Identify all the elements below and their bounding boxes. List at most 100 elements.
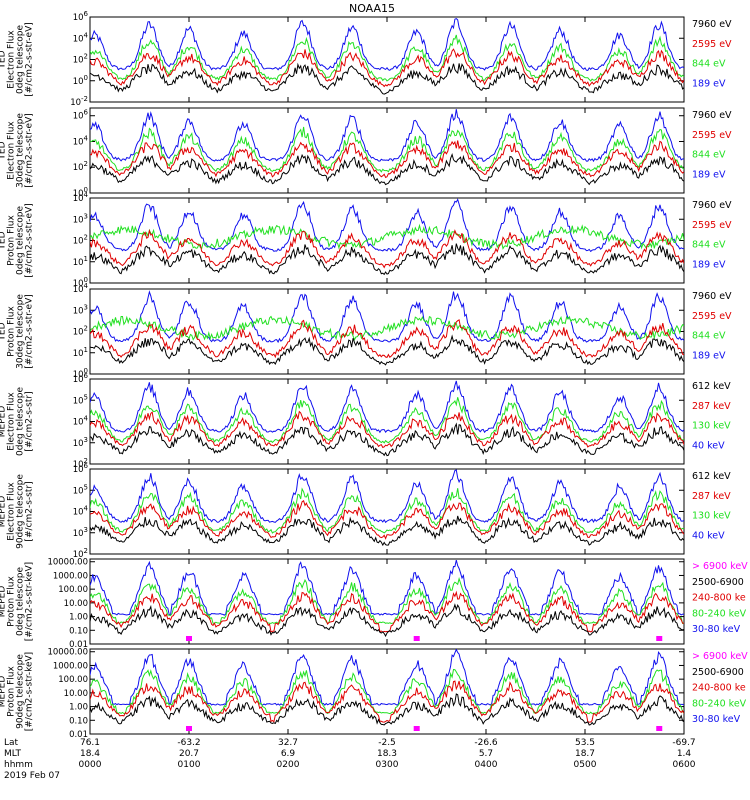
y-tick-label: 100 — [73, 276, 88, 289]
y-tick-label: 0.10 — [69, 626, 88, 636]
y-tick-label: 0.01 — [69, 730, 88, 740]
x-tick-label: 0500 — [574, 760, 597, 770]
y-axis-label: TEDElectron Flux0deg telescope[#/cm2-s-s… — [0, 22, 35, 97]
x-tick-label: 0000 — [79, 760, 102, 770]
series-line — [90, 680, 684, 723]
series-line — [90, 109, 684, 163]
legend-entry: 2595 eV — [692, 220, 732, 231]
series-mark — [186, 636, 192, 641]
series-group — [90, 198, 684, 276]
y-tick-label: 102 — [73, 160, 88, 173]
y-tick-label: 100.00 — [58, 585, 88, 595]
y-tick-label: 100 — [73, 74, 88, 87]
legend-entry: 130 keV — [692, 511, 731, 522]
legend-entry: 844 eV — [692, 331, 726, 342]
series-line — [90, 693, 684, 726]
series-line — [90, 500, 684, 540]
chart-title: NOAA15 — [349, 2, 395, 15]
legend-entry: 30-80 keV — [692, 714, 741, 725]
legend-entry: 130 keV — [692, 421, 731, 432]
y-axis-label: MEPEDElectron Flux0deg telescope[#/cm2-s… — [0, 387, 35, 457]
legend-entry: 2500-6900 — [692, 577, 744, 588]
y-tick-label: 1.00 — [69, 703, 88, 713]
series-mark — [656, 636, 663, 641]
series-line — [90, 243, 684, 276]
x-tick-label: 1.4 — [677, 749, 692, 759]
series-line — [90, 559, 684, 616]
y-axis-label: TEDElectron Flux30deg telescope[#/cm2-s-… — [0, 113, 35, 188]
series-line — [90, 603, 684, 638]
x-tick-label: 0400 — [475, 760, 498, 770]
series-group — [90, 380, 684, 457]
y-tick-label: 10000.00 — [47, 648, 88, 658]
y-tick-label: 104 — [73, 31, 89, 44]
legend-entry: 189 eV — [692, 350, 726, 361]
series-group — [90, 649, 684, 731]
y-axis-label: MEPEDElectron Flux90deg telescope[#/cm2-… — [0, 474, 35, 549]
legend-entry: 612 keV — [692, 471, 731, 482]
series-line — [90, 397, 684, 444]
y-tick-label: 102 — [73, 53, 88, 66]
series-line — [90, 649, 684, 706]
series-line — [90, 153, 684, 186]
series-line — [90, 18, 684, 71]
x-row-label: hhmm — [4, 760, 33, 770]
x-tick-label: 53.5 — [575, 738, 595, 748]
series-mark — [413, 726, 420, 731]
y-axis-label: TEDProton Flux0deg telescope[#/cm2-s-str… — [0, 203, 35, 278]
x-tick-label: -63.2 — [177, 738, 200, 748]
panel-6: 106 105 104 103 102 MEPEDElectron Flux90deg t… — [0, 462, 731, 560]
y-tick-label: 104 — [73, 415, 89, 428]
legend-entry: 240-800 ke — [692, 593, 746, 604]
panel-2: 106 104 102 100 TEDElectron Flux30deg telesc… — [0, 107, 732, 199]
y-tick-label: 1.00 — [69, 613, 88, 623]
legend-entry: 7960 eV — [692, 110, 732, 121]
x-tick-label: 18.7 — [575, 749, 595, 759]
legend-entry: 80-240 keV — [692, 698, 747, 709]
legend-entry: 287 keV — [692, 401, 731, 412]
series-line — [90, 319, 684, 359]
y-tick-label: 103 — [73, 526, 88, 539]
legend-entry: 7960 eV — [692, 19, 732, 30]
series-line — [90, 668, 684, 715]
x-tick-label: -2.5 — [378, 738, 396, 748]
panel-4: 104 103 102 101 100 TEDProton Flux30deg teles… — [0, 282, 732, 380]
legend-entry: 240-800 ke — [692, 683, 746, 694]
legend-entry: 30-80 keV — [692, 624, 741, 635]
y-tick-label: 106 — [73, 109, 89, 122]
legend-entry: 2595 eV — [692, 130, 732, 141]
y-tick-label: 103 — [73, 303, 88, 316]
x-tick-label: 6.9 — [281, 749, 296, 759]
legend-entry: 844 eV — [692, 150, 726, 161]
y-tick-label: 0.10 — [69, 716, 88, 726]
y-axis-label: TEDProton Flux30deg telescope[#/cm2-s-st… — [0, 294, 35, 369]
series-group — [90, 290, 684, 366]
y-tick-label: 10.00 — [64, 599, 88, 609]
series-line — [90, 315, 684, 341]
series-line — [90, 34, 684, 82]
y-tick-label: 104 — [73, 191, 89, 204]
legend-entry: 844 eV — [692, 59, 726, 70]
series-line — [90, 576, 684, 625]
legend-entry: 7960 eV — [692, 291, 732, 302]
legend-entry: 2595 eV — [692, 39, 732, 50]
x-tick-label: -26.6 — [474, 738, 498, 748]
panel-1: 106 104 102 100 10-2 TEDElectron Flux0deg tel… — [0, 10, 732, 108]
y-tick-label: 10000.00 — [47, 558, 88, 568]
series-group — [90, 559, 684, 641]
legend-entry: 189 eV — [692, 78, 726, 89]
y-tick-label: 101 — [73, 255, 88, 268]
panel-frame — [89, 648, 685, 735]
panel-frame — [89, 378, 685, 465]
series-line — [90, 140, 684, 179]
legend-entry: 189 eV — [692, 169, 726, 180]
y-tick-label: 102 — [73, 234, 88, 247]
y-axis-label: MEPEDProton Flux0deg telescope[#/cm2-s-s… — [0, 562, 35, 641]
y-tick-label: 104 — [73, 134, 89, 147]
y-tick-label: 100 — [73, 186, 88, 199]
panel-5: 106 105 104 103 102 MEPEDElectron Flux0deg te… — [0, 372, 731, 470]
series-line — [90, 487, 684, 534]
series-line — [90, 198, 684, 253]
